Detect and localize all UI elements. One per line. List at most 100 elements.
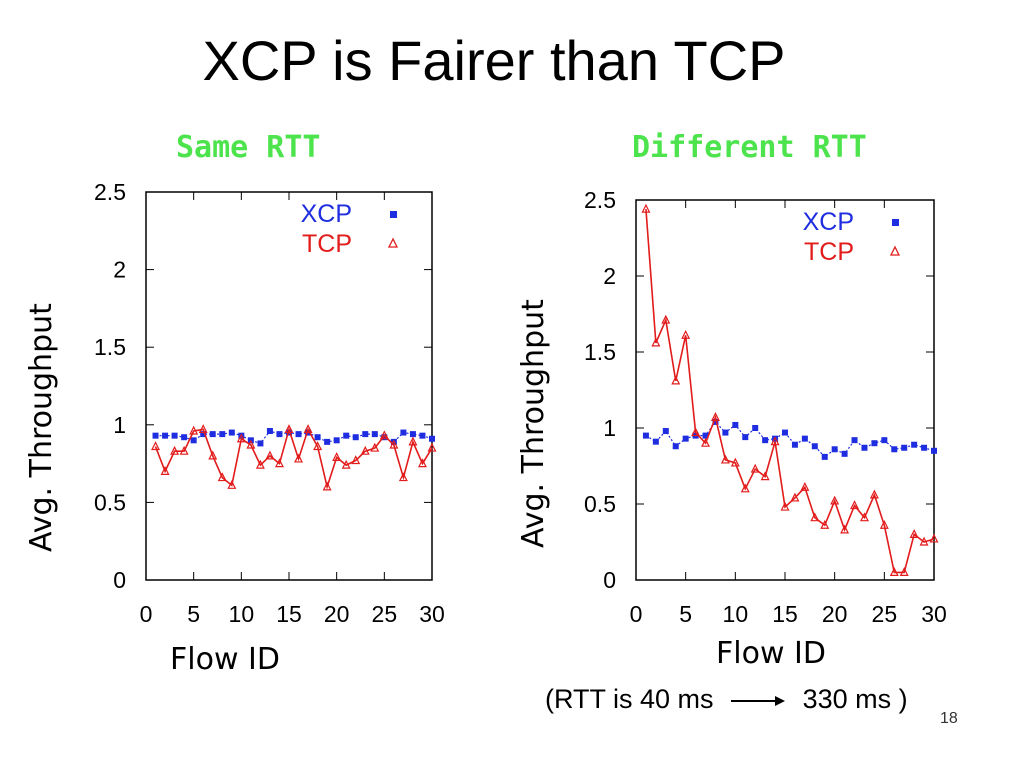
- data-point-tcp: [681, 329, 691, 339]
- plot-frame: [145, 191, 433, 581]
- data-point-xcp: [762, 437, 769, 444]
- chart-1-xlabel: Flow ID: [170, 642, 280, 677]
- x-tick-label: 15: [772, 601, 798, 627]
- data-point-tcp: [313, 441, 323, 451]
- data-point-tcp: [265, 450, 275, 460]
- data-point-xcp: [190, 437, 197, 444]
- data-point-tcp: [294, 453, 304, 463]
- legend-marker-tcp: [889, 245, 901, 256]
- data-point-xcp: [652, 438, 659, 445]
- chart-2-title: Different RTT: [632, 130, 867, 165]
- data-point-tcp: [740, 483, 750, 493]
- y-tick-label: 2: [113, 257, 126, 283]
- data-point-tcp: [208, 450, 218, 460]
- data-point-tcp: [919, 536, 929, 546]
- x-tick-label: 25: [372, 601, 398, 627]
- x-tick-label: 10: [723, 601, 749, 627]
- data-point-tcp: [322, 481, 332, 491]
- data-point-tcp: [217, 472, 227, 482]
- data-point-tcp: [417, 458, 427, 468]
- data-point-tcp: [691, 427, 701, 437]
- data-point-xcp: [295, 431, 302, 438]
- data-point-tcp: [850, 500, 860, 510]
- data-point-xcp: [911, 441, 918, 448]
- data-point-tcp: [701, 437, 711, 447]
- data-point-tcp: [236, 433, 246, 443]
- data-point-tcp: [151, 441, 161, 451]
- y-tick-label: 1: [113, 412, 126, 438]
- y-tick-label: 2.5: [584, 187, 616, 213]
- data-point-tcp: [760, 471, 770, 481]
- chart-2-ylabel: Avg. Throughput: [516, 299, 551, 548]
- data-point-xcp: [371, 431, 378, 438]
- data-point-xcp: [722, 429, 729, 436]
- y-tick-label: 0.5: [94, 489, 126, 515]
- legend-marker-xcp: [390, 211, 397, 218]
- data-point-tcp: [730, 457, 740, 467]
- data-point-xcp: [276, 431, 283, 438]
- data-point-xcp: [901, 444, 908, 451]
- data-point-xcp: [662, 428, 669, 435]
- chart-1-title: Same RTT: [176, 130, 321, 165]
- legend-label-xcp: XCP: [803, 208, 854, 236]
- data-point-xcp: [791, 441, 798, 448]
- data-point-xcp: [871, 440, 878, 447]
- data-point-tcp: [641, 203, 651, 213]
- data-point-xcp: [409, 431, 416, 438]
- x-tick-label: 15: [276, 601, 302, 627]
- data-point-tcp: [284, 424, 294, 434]
- data-point-xcp: [419, 432, 426, 439]
- x-tick-label: 20: [324, 601, 350, 627]
- data-point-xcp: [682, 435, 689, 442]
- data-point-tcp: [879, 519, 889, 529]
- data-point-xcp: [891, 446, 898, 453]
- right-arrow-icon: [731, 695, 786, 706]
- data-point-xcp: [352, 434, 359, 441]
- x-tick-label: 30: [921, 601, 947, 627]
- data-point-tcp: [720, 454, 730, 464]
- chart-2-xlabel: Flow ID: [716, 636, 826, 671]
- data-point-xcp: [162, 432, 169, 439]
- data-point-tcp: [408, 436, 418, 446]
- y-tick-label: 1.5: [584, 339, 616, 365]
- page-number: 18: [940, 710, 958, 727]
- data-point-tcp: [800, 481, 810, 491]
- data-point-tcp: [830, 495, 840, 505]
- data-point-xcp: [831, 446, 838, 453]
- x-tick-label: 20: [822, 601, 848, 627]
- data-point-xcp: [702, 432, 709, 439]
- y-tick-label: 1: [603, 415, 616, 441]
- data-point-xcp: [931, 447, 937, 454]
- x-tick-label: 25: [872, 601, 898, 627]
- data-point-tcp: [909, 529, 919, 538]
- data-point-xcp: [152, 432, 159, 439]
- data-point-xcp: [861, 444, 868, 451]
- slide-title: XCP is Fairer than TCP: [202, 29, 786, 92]
- legend-marker-xcp: [892, 219, 899, 226]
- data-point-xcp: [429, 435, 435, 442]
- data-point-xcp: [257, 440, 264, 447]
- data-point-tcp: [170, 445, 180, 455]
- data-point-xcp: [782, 429, 788, 436]
- data-point-tcp: [246, 439, 256, 449]
- data-point-tcp: [341, 459, 351, 469]
- data-point-tcp: [661, 314, 671, 324]
- data-point-xcp: [801, 435, 808, 442]
- x-tick-label: 5: [187, 601, 200, 627]
- plot-frame: [635, 199, 935, 581]
- x-tick-label: 10: [229, 601, 255, 627]
- data-point-xcp: [343, 432, 350, 439]
- series-line-tcp: [154, 426, 433, 490]
- data-point-xcp: [400, 429, 407, 436]
- data-point-xcp: [219, 431, 226, 438]
- x-tick-label: 0: [630, 601, 643, 627]
- data-point-tcp: [780, 501, 790, 511]
- series-line-xcp: [645, 420, 935, 458]
- data-point-tcp: [351, 455, 361, 465]
- data-point-tcp: [651, 337, 661, 347]
- x-tick-label: 30: [419, 601, 445, 627]
- data-point-xcp: [811, 443, 818, 450]
- data-point-tcp: [303, 424, 313, 434]
